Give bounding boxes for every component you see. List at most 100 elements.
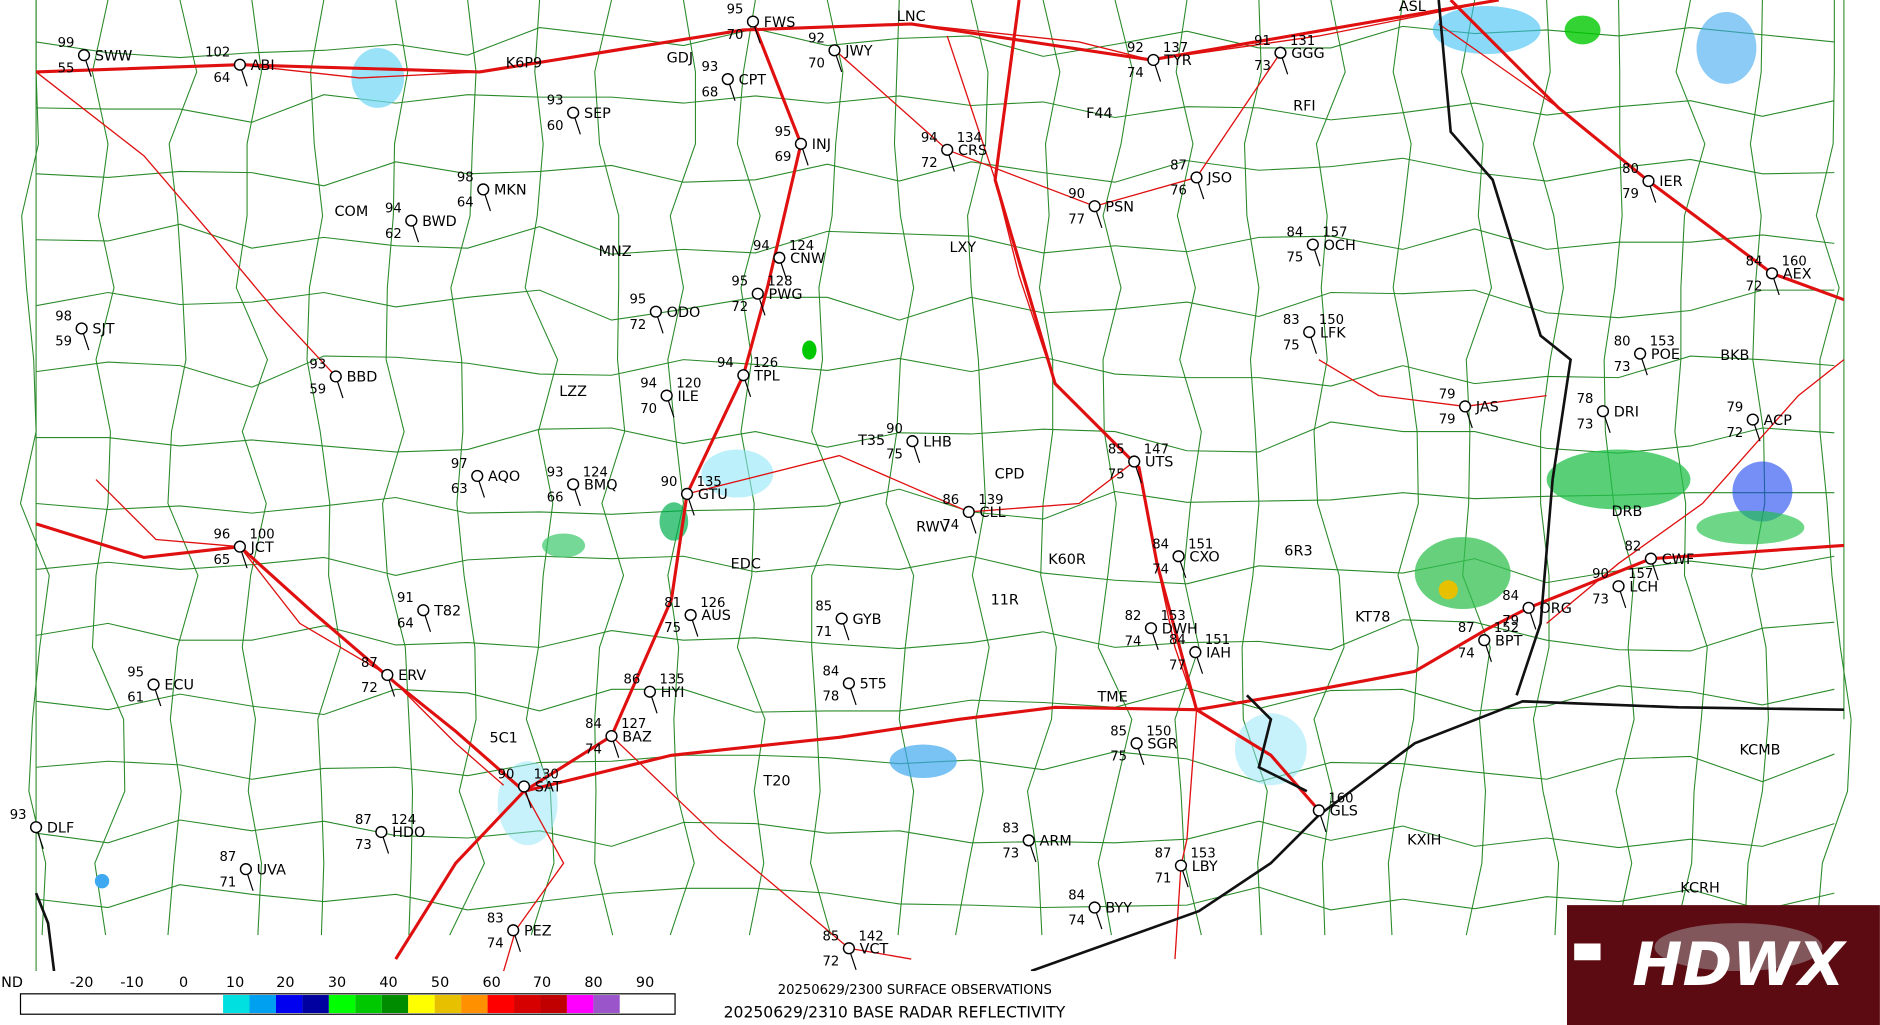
dewpoint: 73 <box>1592 592 1609 607</box>
temperature: 94 <box>385 202 402 217</box>
county-line <box>36 488 1835 520</box>
station-symbol <box>567 478 580 491</box>
region-label: T35 <box>857 433 885 449</box>
temperature: 94 <box>640 377 657 392</box>
station-symbol <box>417 604 430 617</box>
legend-swatch <box>223 995 250 1014</box>
station-id: JAS <box>1475 400 1499 416</box>
temperature: 87 <box>1458 621 1475 636</box>
region-label: F44 <box>1086 106 1113 122</box>
temperature: 90 <box>1592 567 1609 582</box>
dewpoint: 75 <box>1108 468 1125 483</box>
dewpoint: 77 <box>1068 212 1085 227</box>
legend-label: -10 <box>120 975 143 991</box>
legend-label: 10 <box>226 975 244 991</box>
dewpoint: 59 <box>309 383 326 398</box>
dewpoint: 75 <box>664 621 681 636</box>
station-symbol <box>375 825 388 839</box>
county-line <box>36 555 1835 585</box>
pressure: 128 <box>767 275 792 290</box>
temperature: 84 <box>585 717 602 732</box>
pressure: 150 <box>1319 313 1344 328</box>
pressure: 150 <box>1146 724 1171 739</box>
temperature: 87 <box>355 813 372 828</box>
temperature: 87 <box>220 850 237 865</box>
county-line <box>36 223 1835 255</box>
temperature: 90 <box>886 422 903 437</box>
dewpoint: 64 <box>457 196 474 211</box>
county-line <box>36 94 1835 123</box>
legend-swatch <box>540 995 567 1014</box>
county-line <box>36 685 1835 716</box>
county-line <box>36 157 1835 187</box>
station-symbol <box>1478 634 1491 647</box>
temperature: 95 <box>630 293 647 308</box>
station-id: AEX <box>1783 267 1812 283</box>
station-id: SAT <box>535 780 562 796</box>
station-id: POE <box>1651 347 1680 363</box>
pressure: 152 <box>1494 621 1519 636</box>
caption: 20250629/2300 SURFACE OBSERVATIONS <box>778 983 1052 998</box>
station-id: TYR <box>1163 53 1192 69</box>
station-id: VCT <box>860 941 889 957</box>
region-label: KCRH <box>1680 880 1719 896</box>
station-symbol <box>835 612 848 625</box>
dewpoint: 73 <box>355 838 372 853</box>
temperature: 80 <box>1614 335 1631 350</box>
county-line <box>1026 0 1061 936</box>
radar <box>94 5 1805 889</box>
logo-text: HDWX <box>1632 930 1847 1000</box>
dewpoint: 73 <box>1614 360 1631 375</box>
station-symbol <box>1274 46 1287 59</box>
temperature: 93 <box>547 94 564 109</box>
station-symbol <box>1644 552 1658 565</box>
county-line <box>449 0 486 936</box>
dewpoint: 78 <box>823 690 840 705</box>
dewpoint: 74 <box>487 936 504 951</box>
region-label: CPD <box>995 467 1025 483</box>
station-symbol <box>1172 550 1185 563</box>
dewpoint: 64 <box>397 616 414 631</box>
station-id: ARM <box>1040 834 1072 850</box>
county-line <box>1460 0 1493 936</box>
dewpoint: 76 <box>1170 184 1187 199</box>
region-label: LZZ <box>559 384 587 400</box>
temperature: 82 <box>1125 609 1142 624</box>
station-symbol <box>405 214 418 227</box>
region-label: RFI <box>1293 99 1316 115</box>
temperature: 85 <box>815 600 832 615</box>
dewpoint: 72 <box>921 156 938 171</box>
legend-swatch <box>408 995 435 1014</box>
station-symbol <box>507 924 520 937</box>
caption: 20250629/2310 BASE RADAR REFLECTIVITY <box>724 1004 1066 1022</box>
pressure: 151 <box>1188 537 1213 552</box>
station-symbol <box>751 287 764 300</box>
station-symbol <box>517 780 531 793</box>
temperature: 95 <box>775 125 792 140</box>
pressure: 160 <box>1782 254 1807 269</box>
station-id: ILE <box>677 389 698 405</box>
station-symbol <box>75 322 88 335</box>
county-line <box>1313 0 1346 936</box>
temperature: 86 <box>942 493 959 508</box>
station-id: SGR <box>1147 736 1177 752</box>
temperature: 79 <box>1439 387 1456 402</box>
station-symbol <box>147 678 160 691</box>
temperature: 91 <box>397 591 414 606</box>
temperature: 98 <box>457 170 474 185</box>
dewpoint: 69 <box>775 150 792 165</box>
legend-label: 80 <box>584 975 602 991</box>
dewpoint: 73 <box>1002 847 1019 862</box>
legend-swatch <box>434 995 462 1014</box>
legend-swatch <box>619 995 647 1014</box>
station-symbol <box>1303 325 1316 339</box>
station-id: PEZ <box>524 923 552 939</box>
temperature: 96 <box>214 528 231 543</box>
station-symbol <box>1312 804 1325 817</box>
county-line <box>381 0 414 936</box>
station-id: LHB <box>923 434 952 450</box>
legend-label: 40 <box>379 975 397 991</box>
region-label: LXY <box>949 240 976 256</box>
legend-swatch <box>328 995 356 1014</box>
